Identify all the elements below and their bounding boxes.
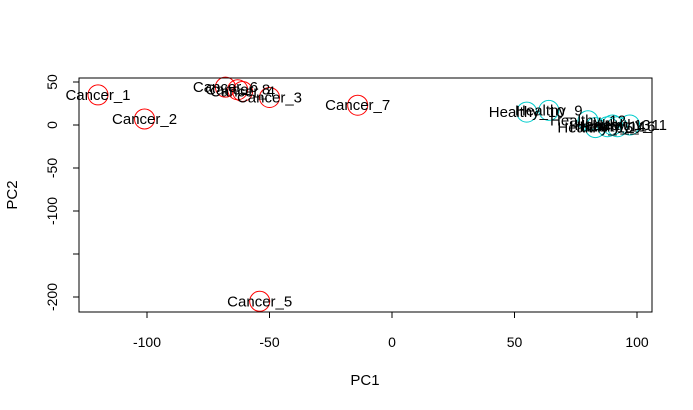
data-point-cancer-5 bbox=[249, 290, 271, 312]
data-point-cancer-1 bbox=[87, 84, 109, 106]
y-tick-label-2: -50 bbox=[44, 158, 60, 178]
point-label-healthy-9: Healthy_9 bbox=[515, 102, 583, 119]
data-point-healthy-12 bbox=[577, 110, 599, 132]
point-label-cancer-8: Cancer_8 bbox=[205, 82, 270, 99]
y-axis-title: PC2 bbox=[4, 180, 21, 209]
data-point-healthy-15 bbox=[584, 117, 606, 139]
x-tick-label-4: 100 bbox=[625, 334, 649, 350]
x-tick-label-2: 0 bbox=[388, 334, 396, 350]
data-point-cancer-6 bbox=[214, 76, 236, 98]
x-axis-title: PC1 bbox=[350, 372, 379, 389]
y-axis: 50 0 -50 -100 -200 bbox=[44, 74, 79, 311]
point-label-healthy-14: Healthy_14 bbox=[570, 119, 646, 136]
y-tick-label-5: -200 bbox=[44, 283, 60, 311]
y-tick-label-3: -100 bbox=[44, 197, 60, 225]
point-label-cancer-5: Cancer_5 bbox=[227, 293, 292, 310]
x-axis: -100 -50 0 50 100 bbox=[133, 312, 649, 350]
data-point-cancer-2 bbox=[134, 108, 156, 130]
point-label-healthy-13: Healthy_13 bbox=[575, 117, 651, 134]
data-point-healthy-10 bbox=[516, 101, 538, 123]
x-tick-label-1: -50 bbox=[259, 334, 279, 350]
data-point-healthy-14 bbox=[597, 116, 619, 138]
y-tick-label-0: 50 bbox=[44, 74, 60, 90]
point-label-healthy-16: Healthy_16 bbox=[579, 119, 655, 136]
point-label-healthy-10: Healthy_10 bbox=[489, 104, 565, 121]
point-label-cancer-4: Cancer_4 bbox=[210, 83, 275, 100]
point-label-cancer-2: Cancer_2 bbox=[112, 111, 177, 128]
data-point-cancer-8 bbox=[227, 79, 249, 101]
data-point-healthy-16 bbox=[606, 116, 628, 138]
x-tick-label-3: 50 bbox=[507, 334, 523, 350]
point-label-cancer-7: Cancer_7 bbox=[325, 97, 390, 114]
x-tick-label-0: -100 bbox=[133, 334, 161, 350]
data-point-healthy-9 bbox=[538, 99, 560, 121]
point-label-healthy-15: Healthy_15 bbox=[557, 120, 633, 137]
point-label-cancer-3: Cancer_3 bbox=[237, 89, 302, 106]
data-point-cancer-3 bbox=[259, 86, 280, 108]
plot-frame bbox=[78, 77, 653, 313]
point-label-cancer-1: Cancer_1 bbox=[65, 87, 130, 104]
data-point-cancer-7 bbox=[347, 94, 369, 116]
data-points bbox=[87, 76, 641, 312]
point-label-healthy-11: Healthy_11 bbox=[592, 117, 667, 134]
y-tick-label-1: 0 bbox=[44, 121, 60, 129]
point-label-cancer-6: Cancer_6 bbox=[193, 79, 258, 96]
data-point-healthy-11 bbox=[619, 114, 641, 136]
point-label-healthy-12: Healthy_12 bbox=[550, 113, 626, 130]
